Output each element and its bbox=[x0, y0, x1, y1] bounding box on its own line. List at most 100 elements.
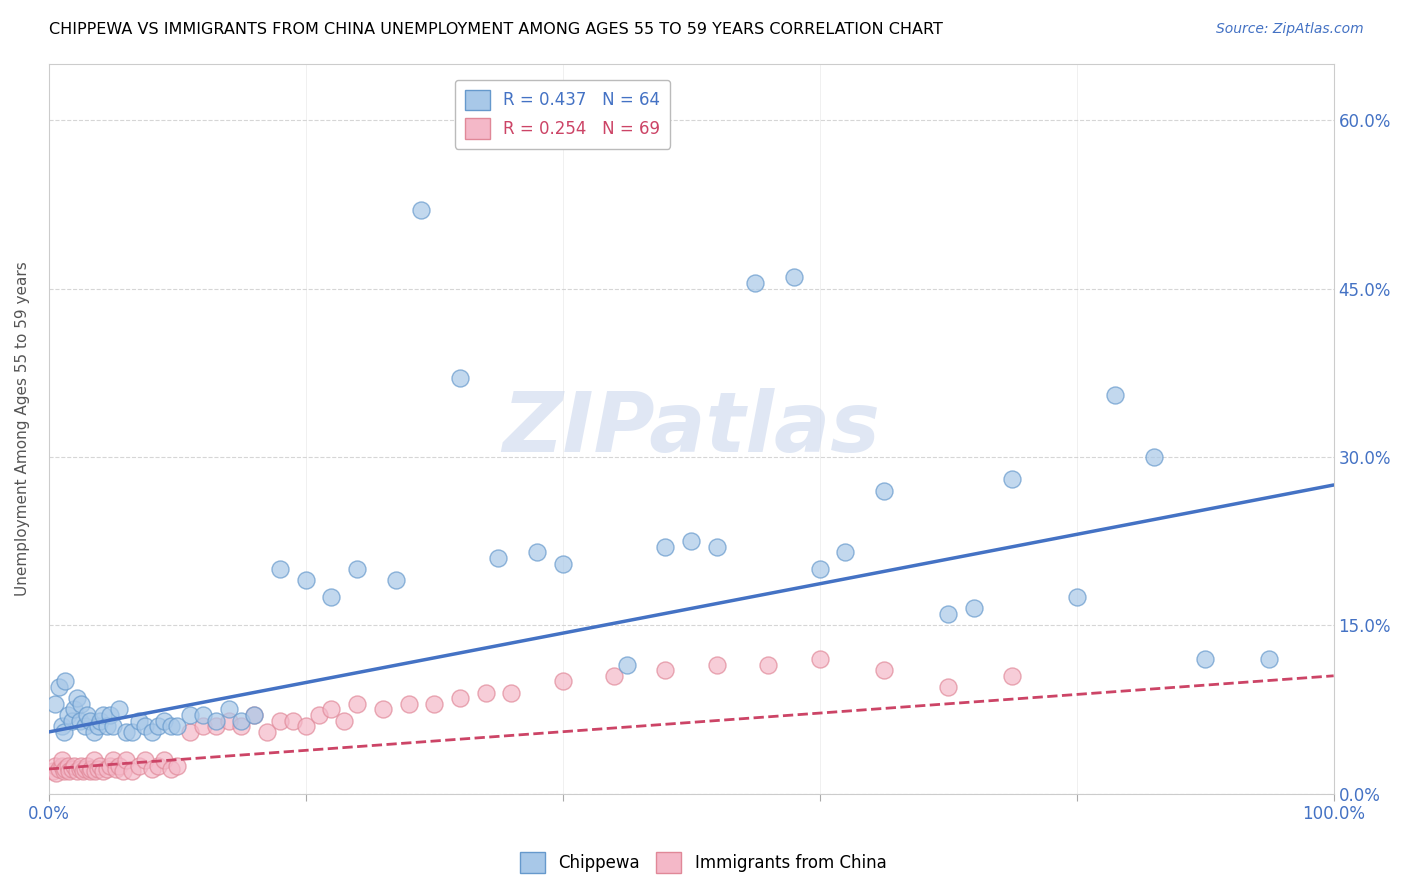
Point bbox=[100, 758, 122, 772]
Point bbox=[41, 764, 63, 779]
Point bbox=[963, 601, 986, 615]
Point bbox=[76, 708, 98, 723]
Point bbox=[411, 202, 433, 217]
Point bbox=[526, 545, 548, 559]
Point bbox=[269, 562, 291, 576]
Point bbox=[294, 719, 316, 733]
Point bbox=[936, 680, 959, 694]
Point bbox=[79, 714, 101, 728]
Point bbox=[70, 697, 93, 711]
Point bbox=[681, 534, 703, 549]
Point bbox=[1194, 652, 1216, 666]
Point bbox=[346, 697, 368, 711]
Text: ZIPatlas: ZIPatlas bbox=[502, 388, 880, 469]
Point bbox=[1001, 669, 1024, 683]
Point bbox=[51, 758, 73, 772]
Point bbox=[63, 702, 86, 716]
Point bbox=[96, 762, 118, 776]
Point bbox=[141, 762, 163, 776]
Point bbox=[84, 764, 107, 779]
Point bbox=[91, 708, 114, 723]
Point bbox=[69, 762, 91, 776]
Point bbox=[744, 276, 766, 290]
Point bbox=[79, 764, 101, 779]
Point bbox=[128, 758, 150, 772]
Point bbox=[333, 714, 356, 728]
Point bbox=[112, 764, 135, 779]
Point bbox=[551, 674, 574, 689]
Point bbox=[91, 764, 114, 779]
Point bbox=[1001, 472, 1024, 486]
Point bbox=[146, 719, 169, 733]
Point bbox=[115, 753, 138, 767]
Point bbox=[128, 714, 150, 728]
Point bbox=[231, 714, 253, 728]
Point bbox=[70, 758, 93, 772]
Point bbox=[808, 652, 831, 666]
Point bbox=[488, 551, 510, 566]
Point bbox=[55, 762, 77, 776]
Point bbox=[108, 702, 131, 716]
Point bbox=[86, 719, 108, 733]
Point bbox=[104, 762, 127, 776]
Point bbox=[243, 708, 266, 723]
Point bbox=[308, 708, 330, 723]
Point bbox=[706, 540, 728, 554]
Point bbox=[76, 758, 98, 772]
Point bbox=[51, 719, 73, 733]
Point bbox=[756, 657, 779, 672]
Point bbox=[80, 762, 103, 776]
Point bbox=[55, 674, 77, 689]
Point bbox=[44, 758, 66, 772]
Point bbox=[48, 680, 70, 694]
Text: Source: ZipAtlas.com: Source: ZipAtlas.com bbox=[1216, 22, 1364, 37]
Point bbox=[86, 762, 108, 776]
Point bbox=[834, 545, 856, 559]
Point bbox=[73, 762, 96, 776]
Point bbox=[231, 719, 253, 733]
Point bbox=[72, 764, 94, 779]
Point bbox=[294, 574, 316, 588]
Point bbox=[204, 719, 226, 733]
Point bbox=[371, 702, 394, 716]
Point bbox=[100, 708, 122, 723]
Point bbox=[115, 725, 138, 739]
Point bbox=[873, 483, 896, 498]
Point bbox=[101, 719, 124, 733]
Point bbox=[179, 725, 201, 739]
Point bbox=[191, 708, 214, 723]
Point bbox=[1104, 388, 1126, 402]
Point bbox=[60, 714, 83, 728]
Point bbox=[346, 562, 368, 576]
Point bbox=[384, 574, 406, 588]
Point bbox=[1066, 591, 1088, 605]
Point bbox=[873, 663, 896, 677]
Point bbox=[53, 725, 76, 739]
Legend: Chippewa, Immigrants from China: Chippewa, Immigrants from China bbox=[513, 846, 893, 880]
Point bbox=[218, 702, 240, 716]
Point bbox=[398, 697, 420, 711]
Point bbox=[63, 758, 86, 772]
Point bbox=[603, 669, 626, 683]
Point bbox=[159, 762, 181, 776]
Point bbox=[44, 697, 66, 711]
Legend: R = 0.437   N = 64, R = 0.254   N = 69: R = 0.437 N = 64, R = 0.254 N = 69 bbox=[456, 79, 671, 149]
Point bbox=[89, 758, 111, 772]
Point bbox=[191, 719, 214, 733]
Point bbox=[66, 764, 89, 779]
Point bbox=[60, 762, 83, 776]
Point bbox=[551, 557, 574, 571]
Point bbox=[153, 753, 176, 767]
Point bbox=[96, 719, 118, 733]
Point bbox=[89, 714, 111, 728]
Point bbox=[654, 540, 676, 554]
Point bbox=[121, 764, 143, 779]
Point bbox=[256, 725, 278, 739]
Point bbox=[83, 725, 105, 739]
Text: CHIPPEWA VS IMMIGRANTS FROM CHINA UNEMPLOYMENT AMONG AGES 55 TO 59 YEARS CORRELA: CHIPPEWA VS IMMIGRANTS FROM CHINA UNEMPL… bbox=[49, 22, 943, 37]
Point bbox=[936, 607, 959, 621]
Point bbox=[423, 697, 446, 711]
Point bbox=[654, 663, 676, 677]
Point bbox=[69, 714, 91, 728]
Point bbox=[321, 591, 343, 605]
